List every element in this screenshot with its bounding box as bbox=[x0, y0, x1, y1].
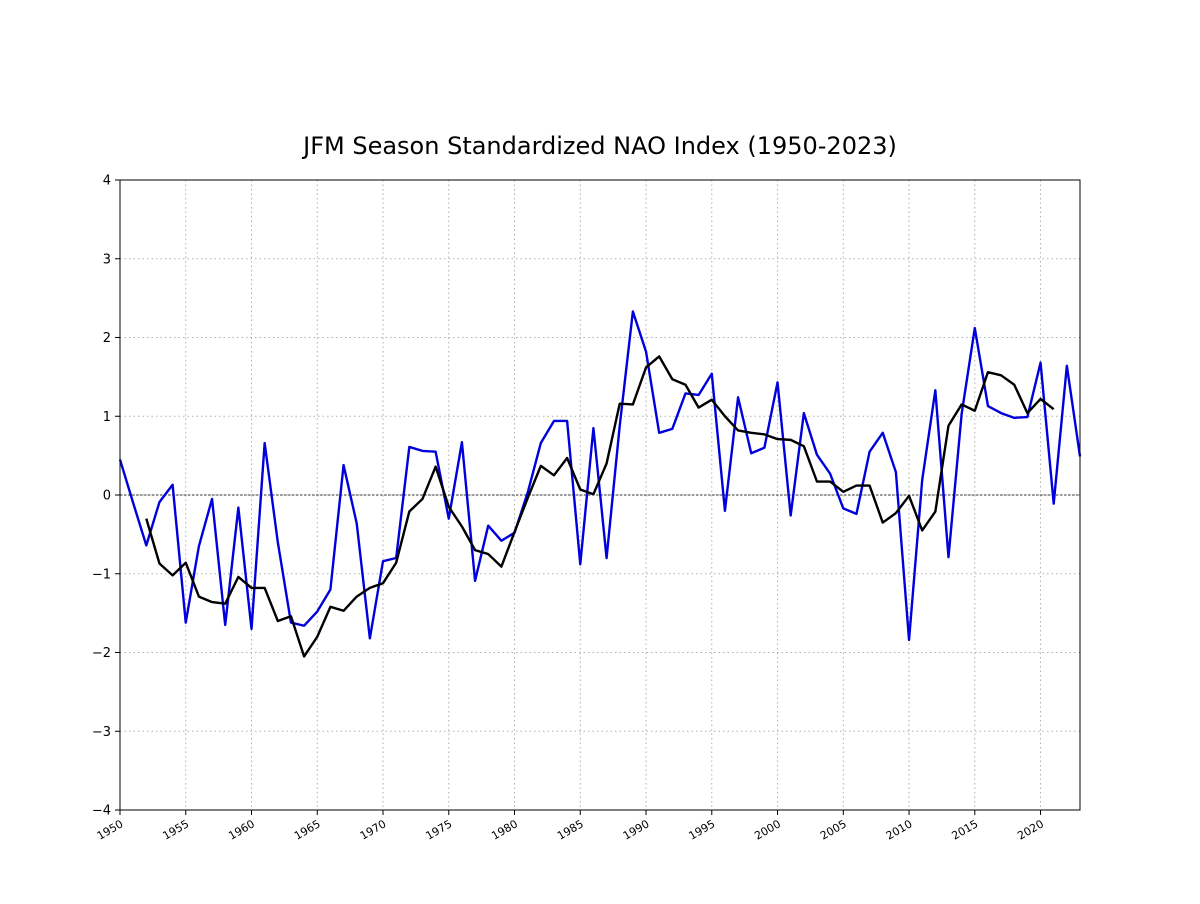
y-tick-label: −2 bbox=[92, 646, 111, 661]
series-line-2 bbox=[145, 355, 1055, 658]
chart-title: JFM Season Standardized NAO Index (1950-… bbox=[301, 132, 897, 160]
y-tick-label: 4 bbox=[103, 174, 111, 189]
y-tick-label: 2 bbox=[103, 331, 111, 346]
y-tick-label: 0 bbox=[103, 489, 111, 504]
y-tick-label: −3 bbox=[92, 725, 111, 740]
y-tick-label: 3 bbox=[103, 252, 111, 267]
y-tick-label: −4 bbox=[92, 804, 111, 819]
y-tick-label: −1 bbox=[92, 567, 111, 582]
y-axis: −4 −3 −2 −1 0 1 2 3 4 bbox=[92, 174, 120, 819]
series-line-1 bbox=[118, 310, 1082, 642]
series-layer bbox=[118, 310, 1082, 658]
y-tick-label: 1 bbox=[103, 410, 111, 425]
